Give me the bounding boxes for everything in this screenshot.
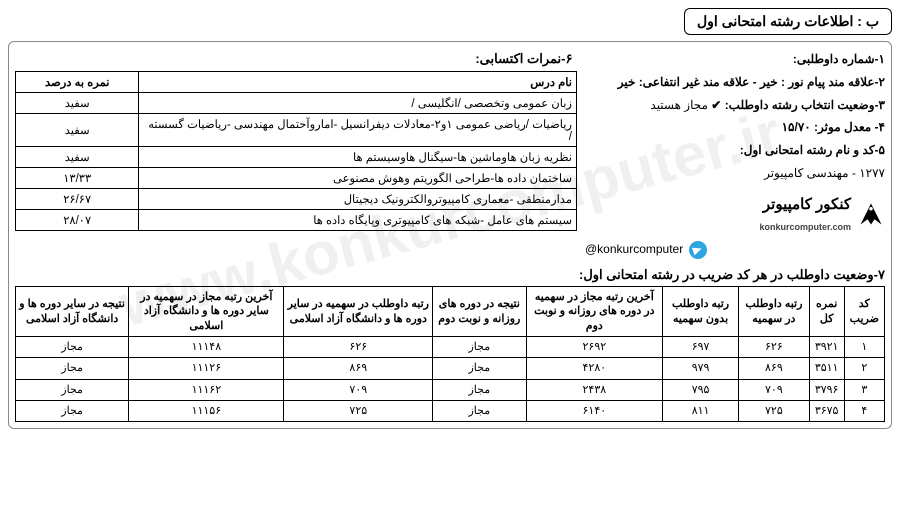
table-row: ۱۳۹۲۱۶۲۶۶۹۷۲۶۹۲مجاز۶۲۶۱۱۱۴۸مجاز [16,337,885,358]
status-cell: ۳۵۱۱ [809,358,844,379]
main-frame: ۱-شماره داوطلبی: ۲-علاقه مند پیام نور : … [8,41,892,429]
scores-col-name: نام درس [139,72,577,93]
status-cell: ۷۲۵ [284,400,433,421]
score-pct: ۱۳/۳۳ [16,168,139,189]
telegram-icon [689,241,707,259]
status-cell: ۷۰۹ [739,379,810,400]
info-3-label: ۳-وضعیت انتخاب رشته داوطلب: [725,98,885,112]
status-cell: ۶۱۴۰ [526,400,663,421]
applicant-info: ۱-شماره داوطلبی: ۲-علاقه مند پیام نور : … [585,48,885,261]
status-cell: ۱۱۱۲۶ [129,358,284,379]
pen-icon [857,200,885,228]
score-name: مدارمنطقی -معماری کامپیوتروالکترونیک دیج… [139,189,577,210]
status-col: رتبه داوطلب در سهمیه در سایر دوره ها و د… [284,287,433,337]
status-cell: مجاز [16,400,129,421]
status-cell: ۸۱۱ [663,400,739,421]
table-row: ۲۳۵۱۱۸۶۹۹۷۹۴۲۸۰مجاز۸۶۹۱۱۱۲۶مجاز [16,358,885,379]
table-row: ۴۳۶۷۵۷۲۵۸۱۱۶۱۴۰مجاز۷۲۵۱۱۱۵۶مجاز [16,400,885,421]
status-cell: ۶۲۶ [284,337,433,358]
status-cell: ۳ [844,379,884,400]
score-pct: ۲۸/۰۷ [16,210,139,231]
table-row: نظریه زبان هاوماشین ها-سیگنال هاوسیستم ه… [16,147,577,168]
score-pct: ۲۶/۶۷ [16,189,139,210]
status-cell: ۳۷۹۶ [809,379,844,400]
score-name: ساختمان داده ها-طراحی الگوریتم وهوش مصنو… [139,168,577,189]
table-row: زبان عمومی وتخصصی /انگلیسی /سفید [16,93,577,114]
status-cell: مجاز [433,379,526,400]
table-row: ساختمان داده ها-طراحی الگوریتم وهوش مصنو… [16,168,577,189]
status-cell: ۴ [844,400,884,421]
scores-heading: ۶-نمرات اکتسابی: [16,48,577,72]
status-cell: مجاز [16,379,129,400]
status-cell: ۶۲۶ [739,337,810,358]
status-cell: ۴۲۸۰ [526,358,663,379]
status-cell: ۲۴۳۸ [526,379,663,400]
status-cell: ۲۶۹۲ [526,337,663,358]
status-col: آخرین رتبه مجاز در سهمیه در سایر دوره ها… [129,287,284,337]
status-cell: مجاز [16,358,129,379]
table-row: ریاضیات /ریاضی عمومی ۱و۲-معادلات دیفرانس… [16,114,577,147]
scores-col-pct: نمره به درصد [16,72,139,93]
scores-table: ۶-نمرات اکتسابی: نام درس نمره به درصد زب… [15,48,577,231]
status-cell: مجاز [16,337,129,358]
status-table: کد ضریبنمره کلرتبه داوطلب در سهمیهرتبه د… [15,286,885,422]
info-line-1: ۱-شماره داوطلبی: [585,48,885,71]
telegram-handle: @konkurcomputer [585,238,683,261]
info-3-value: مجاز هستید [650,98,708,112]
brand-sub: konkurcomputer.com [759,219,851,236]
score-pct: سفید [16,93,139,114]
status-cell: ۷۲۵ [739,400,810,421]
status-cell: مجاز [433,358,526,379]
page-title: ب : اطلاعات رشته امتحانی اول [684,8,892,35]
brand-name: کنکور کامپیوتر [759,191,851,220]
status-cell: مجاز [433,337,526,358]
status-cell: ۱۱۱۴۸ [129,337,284,358]
info-line-4: ۴- معدل موثر: ۱۵/۷۰ [585,116,885,139]
status-cell: ۱۱۱۶۲ [129,379,284,400]
status-col: رتبه داوطلب در سهمیه [739,287,810,337]
status-col: رتبه داوطلب بدون سهمیه [663,287,739,337]
status-cell: ۳۹۲۱ [809,337,844,358]
status-heading: ۷-وضعیت داوطلب در هر کد ضریب در رشته امت… [15,267,885,283]
status-cell: ۶۹۷ [663,337,739,358]
status-col: نتیجه در دوره های روزانه و نوبت دوم [433,287,526,337]
status-cell: ۷۹۵ [663,379,739,400]
status-cell: ۸۶۹ [284,358,433,379]
info-line-5-value: ۱۲۷۷ - مهندسی کامپیوتر [585,162,885,185]
status-col: آخرین رتبه مجاز در سهمیه در دوره های روز… [526,287,663,337]
score-name: زبان عمومی وتخصصی /انگلیسی / [139,93,577,114]
status-cell: ۱۱۱۵۶ [129,400,284,421]
table-row: ۳۳۷۹۶۷۰۹۷۹۵۲۴۳۸مجاز۷۰۹۱۱۱۶۲مجاز [16,379,885,400]
table-row: مدارمنطقی -معماری کامپیوتروالکترونیک دیج… [16,189,577,210]
info-line-3: ۳-وضعیت انتخاب رشته داوطلب: ✔ مجاز هستید [585,94,885,117]
brand-block: کنکور کامپیوتر konkurcomputer.com @konku… [585,191,885,261]
score-name: سیستم های عامل -شبکه های کامپیوتری وپایگ… [139,210,577,231]
status-cell: ۳۶۷۵ [809,400,844,421]
status-col: نتیجه در سایر دوره ها و دانشگاه آزاد اسل… [16,287,129,337]
score-pct: سفید [16,114,139,147]
score-name: نظریه زبان هاوماشین ها-سیگنال هاوسیستم ه… [139,147,577,168]
status-col: کد ضریب [844,287,884,337]
status-cell: ۱ [844,337,884,358]
status-cell: ۸۶۹ [739,358,810,379]
score-name: ریاضیات /ریاضی عمومی ۱و۲-معادلات دیفرانس… [139,114,577,147]
table-row: سیستم های عامل -شبکه های کامپیوتری وپایگ… [16,210,577,231]
info-line-5-label: ۵-کد و نام رشته امتحانی اول: [585,139,885,162]
info-line-2: ۲-علاقه مند پیام نور : خیر - علاقه مند غ… [585,71,885,94]
score-pct: سفید [16,147,139,168]
status-cell: ۷۰۹ [284,379,433,400]
status-cell: ۲ [844,358,884,379]
status-cell: مجاز [433,400,526,421]
status-cell: ۹۷۹ [663,358,739,379]
status-col: نمره کل [809,287,844,337]
check-icon: ✔ [711,98,721,112]
